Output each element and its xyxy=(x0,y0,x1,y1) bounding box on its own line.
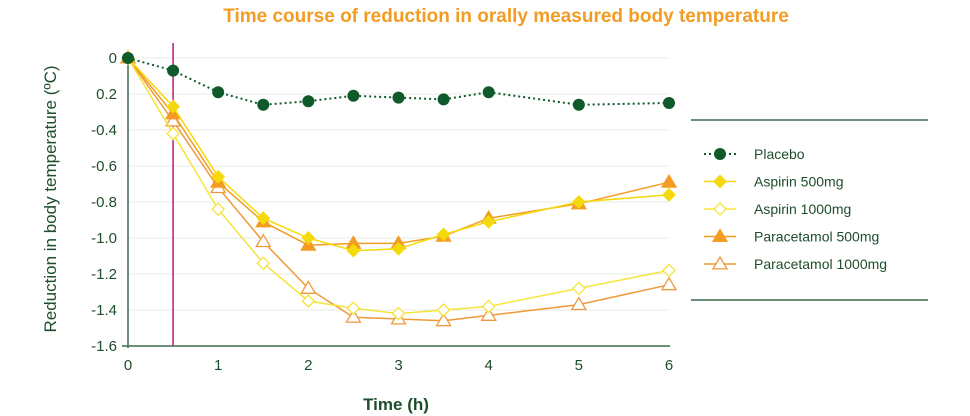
data-point xyxy=(301,294,316,308)
legend-marker xyxy=(713,202,727,216)
data-point xyxy=(300,280,317,294)
x-tick-label: 6 xyxy=(665,357,673,374)
series-group xyxy=(119,49,678,327)
legend: Placebo Aspirin 500mg Aspirin 1000mg Parace… xyxy=(704,146,887,272)
legend-label: Paracetamol 500mg xyxy=(754,229,879,245)
chart-title: Time course of reduction in orally measu… xyxy=(223,6,789,27)
data-point xyxy=(211,169,226,184)
data-point xyxy=(347,89,360,102)
data-point xyxy=(211,202,226,217)
data-point xyxy=(571,281,586,296)
y-tick-label: -0.6 xyxy=(91,158,117,175)
x-axis-label: Time (h) xyxy=(363,395,429,414)
y-tick-label: 0 xyxy=(109,50,117,67)
data-point xyxy=(392,91,405,104)
legend-marker xyxy=(711,255,729,270)
data-point xyxy=(256,211,271,226)
y-tick-label: -1.0 xyxy=(91,230,117,247)
data-point xyxy=(257,98,270,111)
x-axis-ticks: 0 1 2 3 4 5 6 xyxy=(124,357,673,374)
data-point xyxy=(391,306,406,321)
data-point xyxy=(345,308,362,323)
data-point xyxy=(301,231,316,245)
data-point xyxy=(662,187,676,202)
data-point xyxy=(212,86,225,99)
data-point xyxy=(480,307,497,321)
legend-item: Aspirin 500mg xyxy=(704,174,844,190)
series-aspirin-500mg xyxy=(121,51,676,258)
data-point xyxy=(571,195,586,209)
data-point xyxy=(167,64,180,77)
data-point xyxy=(660,276,678,291)
y-tick-label: -0.4 xyxy=(91,122,117,139)
legend-item: Placebo xyxy=(704,146,805,162)
x-tick-label: 2 xyxy=(304,357,312,374)
legend-marker xyxy=(714,148,726,160)
data-point xyxy=(660,173,678,188)
series-paracetamol-500mg xyxy=(119,49,678,251)
data-point xyxy=(391,241,406,256)
data-point xyxy=(346,243,361,258)
data-point xyxy=(437,93,450,106)
data-point xyxy=(663,97,675,109)
data-point xyxy=(166,99,181,114)
data-point xyxy=(166,126,181,141)
series-line xyxy=(127,57,670,106)
legend-label: Paracetamol 1000mg xyxy=(754,256,887,272)
data-point xyxy=(302,95,315,108)
series-placebo xyxy=(122,52,675,111)
x-tick-label: 1 xyxy=(214,357,222,374)
data-point xyxy=(436,303,451,317)
y-tick-label: 0.2 xyxy=(96,86,117,103)
legend-item: Paracetamol 1000mg xyxy=(704,255,887,272)
y-axis-ticks: 0 0.2 -0.4 -0.6 -0.8 -1.0 -1.2 -1.4 -1.6 xyxy=(91,50,128,355)
y-axis-label: Reduction in body temperature (ºC) xyxy=(41,65,60,332)
data-point xyxy=(256,256,271,271)
data-point xyxy=(346,301,361,316)
data-point xyxy=(435,312,452,327)
data-point xyxy=(481,214,496,229)
data-point xyxy=(570,296,587,311)
legend-marker xyxy=(711,228,729,243)
y-tick-label: -0.8 xyxy=(91,194,117,211)
y-tick-label: -1.2 xyxy=(91,266,117,283)
data-point xyxy=(481,299,496,314)
x-tick-label: 0 xyxy=(124,357,132,374)
data-point xyxy=(255,233,272,248)
x-tick-label: 3 xyxy=(394,357,402,374)
data-point xyxy=(572,98,585,111)
series-line xyxy=(127,57,670,246)
x-tick-label: 5 xyxy=(575,357,583,374)
data-point xyxy=(482,86,495,99)
legend-label: Aspirin 1000mg xyxy=(754,201,851,217)
legend-label: Placebo xyxy=(754,146,805,162)
data-point xyxy=(436,227,451,242)
legend-label: Aspirin 500mg xyxy=(754,174,844,190)
legend-item: Paracetamol 500mg xyxy=(704,228,879,245)
data-point xyxy=(122,52,134,64)
data-point xyxy=(662,263,676,278)
y-tick-label: -1.6 xyxy=(91,338,117,355)
x-tick-label: 4 xyxy=(484,357,492,374)
legend-item: Aspirin 1000mg xyxy=(704,201,851,217)
legend-marker xyxy=(713,174,727,189)
y-tick-label: -1.4 xyxy=(91,302,117,319)
